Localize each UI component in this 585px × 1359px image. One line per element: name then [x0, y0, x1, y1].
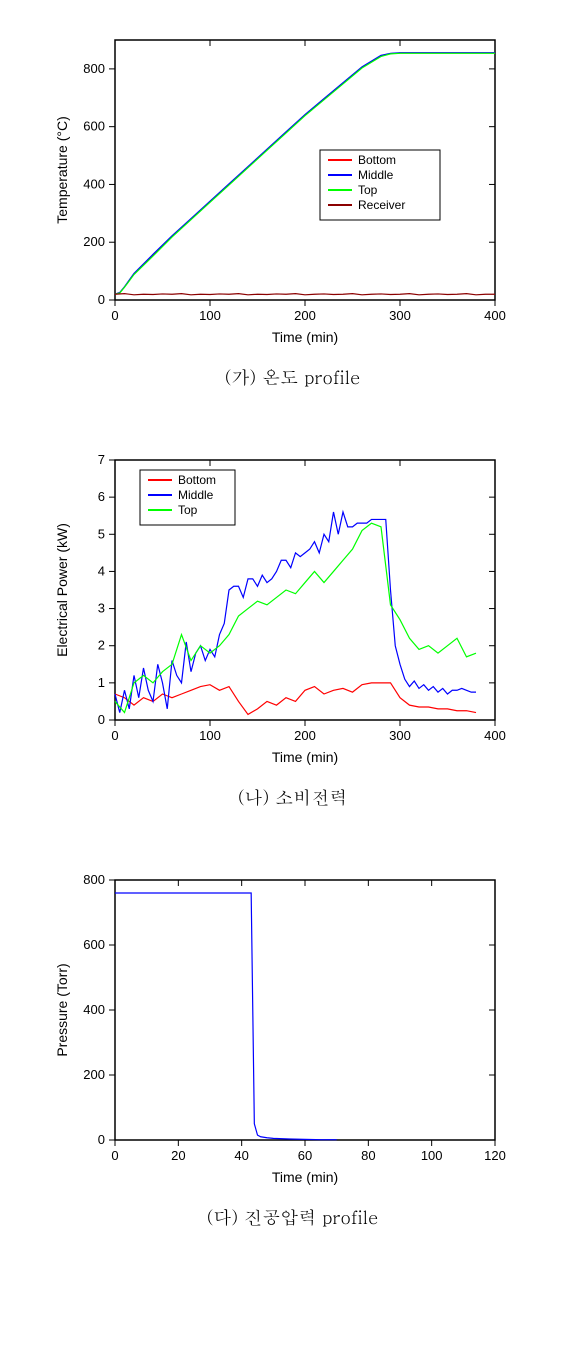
svg-text:60: 60: [298, 1148, 312, 1163]
svg-text:Time (min): Time (min): [272, 749, 338, 765]
svg-text:0: 0: [98, 1132, 105, 1147]
chart-2-wrapper: 0 100 200 300 400 0 1 2 3 4 5 6 7 Time (min) Electrica…: [40, 440, 545, 810]
svg-text:0: 0: [111, 1148, 118, 1163]
svg-text:200: 200: [83, 1067, 105, 1082]
svg-text:200: 200: [294, 308, 316, 323]
svg-text:100: 100: [199, 308, 221, 323]
chart-3-caption: (다) 진공압력 profile: [40, 1205, 545, 1230]
svg-text:100: 100: [199, 728, 221, 743]
power-chart: 0 100 200 300 400 0 1 2 3 4 5 6 7 Time (min) Electrica…: [40, 440, 545, 770]
svg-text:400: 400: [484, 308, 506, 323]
svg-text:Receiver: Receiver: [358, 198, 405, 212]
svg-text:Bottom: Bottom: [178, 473, 216, 487]
svg-text:80: 80: [361, 1148, 375, 1163]
svg-text:Temperature (°C): Temperature (°C): [54, 116, 70, 224]
svg-text:Middle: Middle: [178, 488, 214, 502]
svg-text:6: 6: [98, 489, 105, 504]
chart-2-caption: (나) 소비전력: [40, 785, 545, 810]
temperature-chart: 0 100 200 300 400 0 200 400 600 800 Time (min) Temp…: [40, 20, 545, 350]
svg-text:200: 200: [83, 234, 105, 249]
svg-text:800: 800: [83, 61, 105, 76]
svg-text:Time (min): Time (min): [272, 329, 338, 345]
svg-text:300: 300: [389, 728, 411, 743]
svg-text:1: 1: [98, 675, 105, 690]
svg-text:0: 0: [98, 292, 105, 307]
svg-text:20: 20: [171, 1148, 185, 1163]
svg-text:0: 0: [111, 308, 118, 323]
svg-text:2: 2: [98, 638, 105, 653]
chart-3-wrapper: 0 20 40 60 80 100 120 0 200 400 600 800 Time (min) Pr…: [40, 860, 545, 1230]
svg-text:Top: Top: [358, 183, 378, 197]
svg-text:120: 120: [484, 1148, 506, 1163]
svg-text:5: 5: [98, 526, 105, 541]
svg-text:600: 600: [83, 937, 105, 952]
svg-text:0: 0: [98, 712, 105, 727]
svg-text:40: 40: [234, 1148, 248, 1163]
svg-text:400: 400: [484, 728, 506, 743]
svg-text:3: 3: [98, 601, 105, 616]
svg-text:100: 100: [421, 1148, 443, 1163]
pressure-chart: 0 20 40 60 80 100 120 0 200 400 600 800 Time (min) Pr…: [40, 860, 545, 1190]
svg-text:0: 0: [111, 728, 118, 743]
svg-text:Time (min): Time (min): [272, 1169, 338, 1185]
svg-text:800: 800: [83, 872, 105, 887]
svg-text:400: 400: [83, 1002, 105, 1017]
svg-text:Middle: Middle: [358, 168, 394, 182]
svg-text:200: 200: [294, 728, 316, 743]
chart-1-caption: (가) 온도 profile: [40, 365, 545, 390]
svg-text:Electrical Power (kW): Electrical Power (kW): [54, 523, 70, 657]
svg-text:7: 7: [98, 452, 105, 467]
svg-text:600: 600: [83, 119, 105, 134]
svg-text:Bottom: Bottom: [358, 153, 396, 167]
svg-text:Top: Top: [178, 503, 198, 517]
svg-text:300: 300: [389, 308, 411, 323]
svg-text:4: 4: [98, 563, 105, 578]
svg-text:Pressure (Torr): Pressure (Torr): [54, 963, 70, 1056]
chart-1-wrapper: 0 100 200 300 400 0 200 400 600 800 Time (min) Temp…: [40, 20, 545, 390]
svg-text:400: 400: [83, 176, 105, 191]
